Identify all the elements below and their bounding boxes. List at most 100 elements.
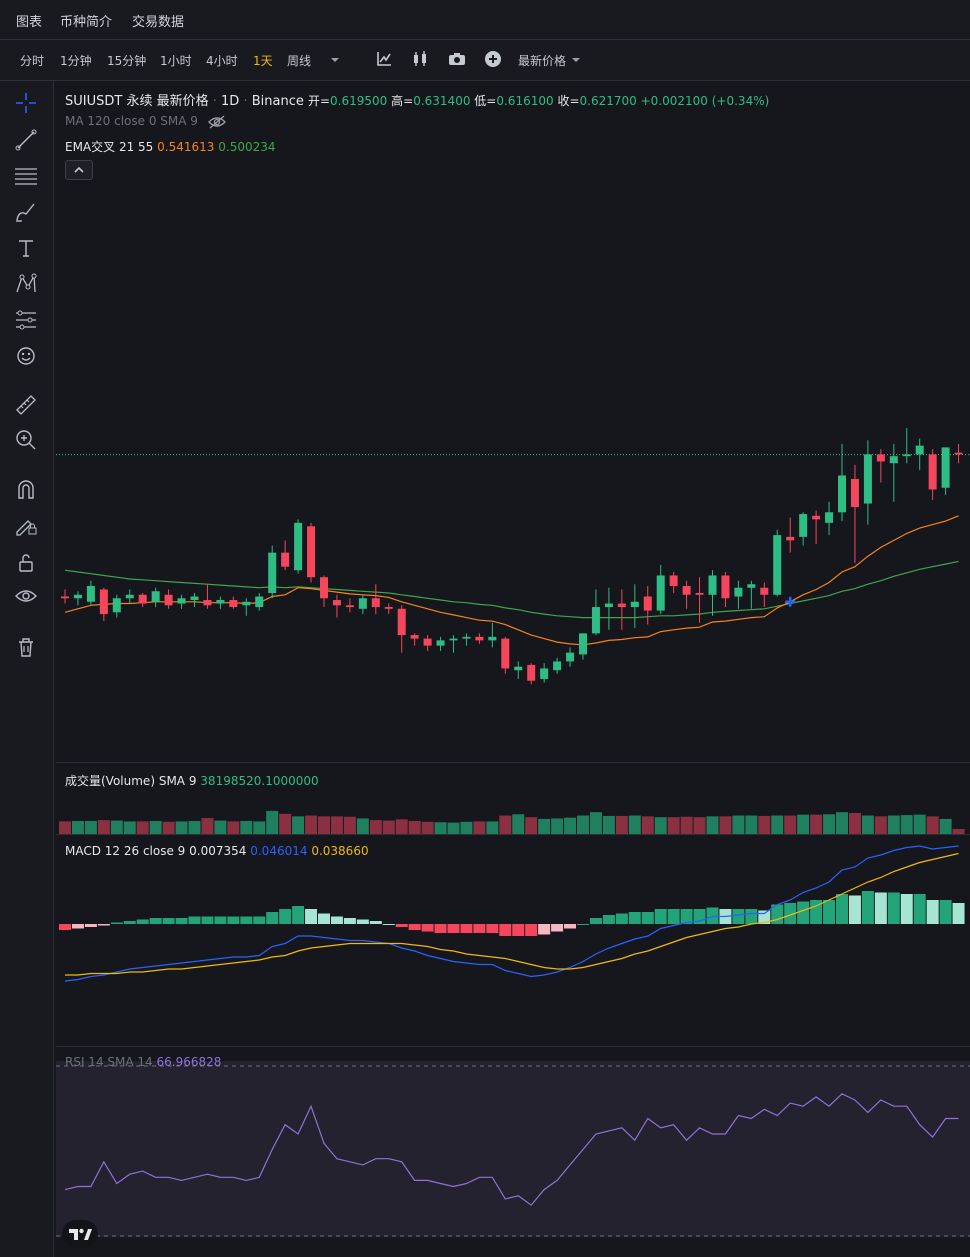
ema-label: EMA交叉 21 55 — [65, 140, 154, 154]
volume-layer — [59, 810, 965, 834]
volume-bar — [939, 818, 952, 834]
volume-bar — [486, 821, 499, 834]
volume-bar — [136, 821, 149, 834]
macd-histogram-bar — [266, 912, 279, 924]
price-type-select[interactable]: 最新价格 — [518, 54, 567, 68]
macd-line — [64, 845, 959, 982]
candle-body — [358, 598, 367, 609]
ema-fast-value: 0.541613 — [157, 140, 215, 154]
rsi-legend[interactable]: RSI 14 SMA 14 66.966828 — [65, 1055, 221, 1069]
forecast-icon[interactable] — [14, 308, 38, 332]
pane-divider[interactable] — [56, 834, 970, 835]
eye-icon[interactable] — [14, 584, 38, 608]
volume-bar — [784, 815, 797, 834]
add-icon[interactable] — [484, 50, 502, 68]
pane-divider[interactable] — [56, 762, 970, 763]
rsi-value: 66.966828 — [156, 1055, 222, 1069]
macd-histogram-bar — [175, 918, 188, 924]
hidden-eye-icon[interactable] — [207, 115, 226, 129]
volume-bar — [577, 815, 589, 834]
interval-15m[interactable]: 15分钟 — [107, 54, 147, 68]
high-label: 高= — [391, 94, 414, 108]
chart-toolbar: 分时 1分钟 15分钟 1小时 4小时 1天 周线 最新价格 — [0, 40, 970, 81]
candle-body — [527, 664, 536, 681]
indicators-icon[interactable] — [375, 50, 393, 68]
interval-timeline[interactable]: 分时 — [20, 54, 45, 68]
low-label: 低= — [474, 94, 497, 108]
candle-body — [799, 514, 808, 537]
volume-bar — [395, 819, 408, 834]
macd-layer — [59, 845, 965, 982]
volume-bar — [512, 814, 525, 834]
macd-histogram-bar — [874, 892, 887, 924]
candle-body — [747, 584, 756, 588]
macd-histogram-bar — [784, 903, 797, 924]
volume-bar — [745, 815, 758, 834]
tab-coin-info[interactable]: 币种简介 — [60, 15, 113, 30]
ruler-icon[interactable] — [14, 393, 38, 417]
candle-body — [436, 640, 445, 646]
candle-body — [591, 607, 600, 634]
macd-legend[interactable]: MACD 12 26 close 9 0.007354 0.046014 0.0… — [65, 844, 369, 858]
macd-histogram-bar — [305, 909, 318, 924]
macd-histogram-bar — [214, 916, 227, 924]
interval-1w[interactable]: 周线 — [287, 54, 312, 68]
trash-icon[interactable] — [14, 635, 38, 659]
collapse-legend-button[interactable] — [65, 160, 93, 180]
lock-drawing-icon[interactable] — [14, 513, 38, 537]
volume-label: 成交量(Volume) — [65, 774, 155, 788]
candle-body — [838, 475, 846, 513]
chart-area[interactable]: SUIUSDT 永续 最新价格 · 1D · Binance 开=0.61950… — [56, 81, 970, 1257]
ma-legend[interactable]: MA 120 close 0 SMA 9 — [65, 114, 226, 129]
candle-body — [850, 478, 859, 508]
interval-1h[interactable]: 1小时 — [160, 54, 192, 68]
unlock-icon[interactable] — [14, 551, 38, 575]
chevron-up-icon — [74, 166, 84, 173]
trendline-icon[interactable] — [14, 128, 38, 152]
close-label: 收= — [557, 94, 580, 108]
volume-bar — [240, 820, 253, 834]
camera-icon[interactable] — [448, 50, 466, 68]
brush-icon[interactable] — [14, 200, 38, 224]
candle-body — [825, 512, 834, 523]
text-icon[interactable] — [14, 236, 38, 260]
macd-histogram-bar — [926, 900, 939, 924]
macd-label: MACD 12 26 close 9 — [65, 844, 186, 858]
chart-canvas[interactable] — [56, 81, 970, 1257]
zoom-in-icon[interactable] — [14, 428, 38, 452]
change-pct: (+0.34%) — [711, 94, 770, 108]
volume-legend[interactable]: 成交量(Volume) SMA 9 38198520.1000000 — [65, 772, 319, 789]
high-value: 0.631400 — [413, 94, 471, 108]
legend-separator: · — [212, 94, 217, 109]
chevron-down-icon[interactable] — [569, 53, 583, 67]
macd-histogram-bar — [408, 924, 421, 930]
tab-trading-data[interactable]: 交易数据 — [132, 15, 185, 30]
macd-histogram-bar — [97, 924, 110, 926]
interval-1m[interactable]: 1分钟 — [60, 54, 92, 68]
close-value: 0.621700 — [579, 94, 637, 108]
horizontal-lines-icon[interactable] — [14, 164, 38, 188]
ema-legend[interactable]: EMA交叉 21 55 0.541613 0.500234 — [65, 138, 276, 155]
interval-1d[interactable]: 1天 — [253, 54, 273, 68]
candle-body — [332, 600, 341, 606]
candle-body — [99, 589, 108, 615]
interval-4h[interactable]: 4小时 — [206, 54, 238, 68]
tab-chart[interactable]: 图表 — [16, 15, 43, 30]
magnet-icon[interactable] — [14, 478, 38, 502]
pattern-icon[interactable] — [14, 272, 38, 296]
candle-body — [345, 605, 354, 608]
interval-dropdown-icon[interactable] — [328, 53, 342, 67]
crosshair-icon[interactable] — [14, 91, 38, 115]
macd-histogram-bar — [71, 924, 84, 929]
pane-divider[interactable] — [56, 1046, 970, 1047]
volume-bar — [874, 816, 887, 834]
emoji-icon[interactable] — [14, 344, 38, 368]
candle-style-icon[interactable] — [411, 50, 429, 68]
volume-bar — [952, 828, 965, 834]
tradingview-logo[interactable] — [62, 1220, 98, 1248]
candle-body — [760, 587, 769, 595]
macd-hist-value: 0.007354 — [189, 844, 247, 858]
volume-bar — [84, 820, 97, 834]
volume-bar — [292, 816, 305, 834]
candle-body — [242, 601, 251, 606]
